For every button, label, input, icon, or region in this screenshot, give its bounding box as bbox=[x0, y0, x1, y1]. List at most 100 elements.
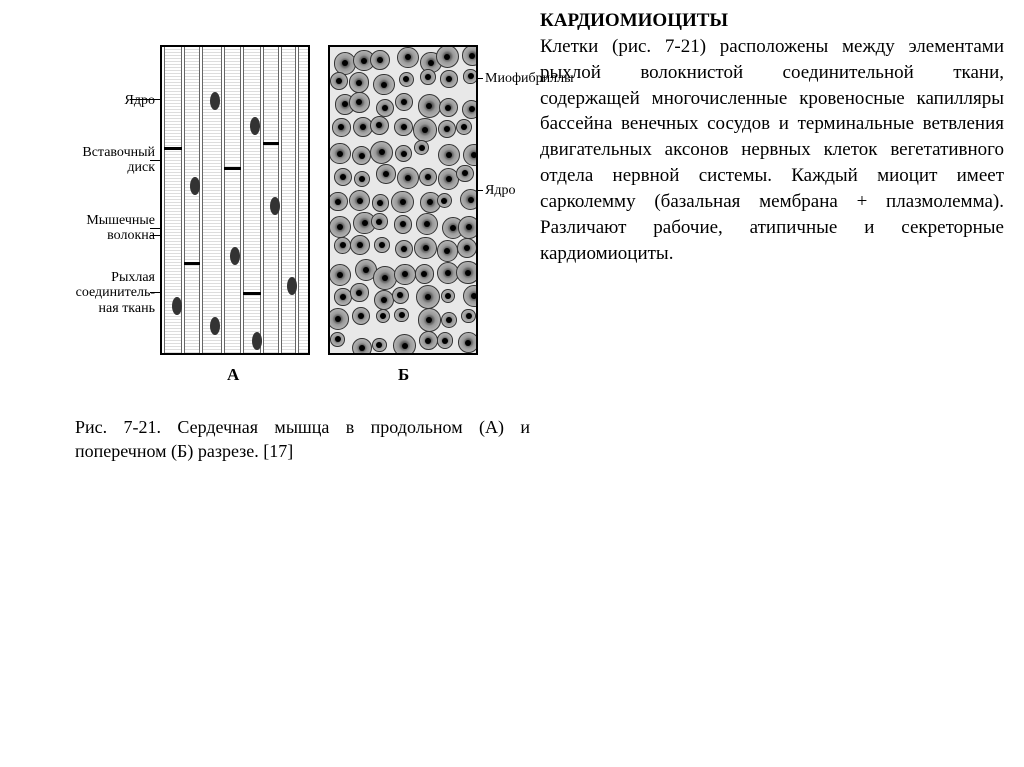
nucleus bbox=[342, 101, 348, 107]
nucleus bbox=[376, 219, 382, 225]
nucleus bbox=[450, 225, 456, 231]
cell-cross-section bbox=[419, 331, 438, 350]
nucleus bbox=[376, 122, 382, 128]
cell-cross-section bbox=[438, 144, 460, 166]
cell-cross-section bbox=[329, 143, 351, 165]
nucleus bbox=[471, 152, 477, 158]
cell-cross-section bbox=[328, 308, 349, 330]
nucleus bbox=[397, 292, 403, 298]
cell-cross-section bbox=[374, 290, 394, 310]
cell-cross-section bbox=[352, 146, 371, 165]
nucleus bbox=[444, 126, 450, 132]
nucleus bbox=[424, 221, 430, 227]
nucleus bbox=[340, 294, 346, 300]
cell-cross-section bbox=[440, 70, 457, 87]
nucleus bbox=[445, 270, 451, 276]
nucleus bbox=[428, 60, 434, 66]
nucleus bbox=[381, 297, 387, 303]
cell-cross-section bbox=[416, 213, 438, 235]
nucleus bbox=[446, 76, 452, 82]
nucleus bbox=[358, 313, 364, 319]
nucleus bbox=[382, 105, 388, 111]
nucleus bbox=[377, 57, 383, 63]
cell-cross-section bbox=[372, 338, 387, 353]
muscle-fiber bbox=[184, 47, 200, 353]
nucleus bbox=[337, 224, 343, 230]
nucleus bbox=[402, 271, 408, 277]
cell-cross-section bbox=[334, 288, 351, 305]
nucleus bbox=[401, 246, 407, 252]
nucleus bbox=[421, 271, 427, 277]
cell-cross-section bbox=[439, 98, 458, 117]
nucleus bbox=[465, 340, 471, 346]
muscle-fiber bbox=[298, 47, 310, 353]
nucleus bbox=[210, 92, 220, 110]
nucleus bbox=[338, 124, 344, 130]
panel-a-label: А bbox=[227, 365, 239, 385]
nucleus bbox=[356, 80, 362, 86]
nucleus bbox=[379, 149, 385, 155]
cell-cross-section bbox=[354, 171, 371, 188]
intercalated-disc bbox=[243, 292, 261, 295]
cell-cross-section bbox=[374, 237, 390, 253]
cell-cross-section bbox=[392, 287, 409, 304]
nucleus bbox=[445, 293, 451, 299]
cell-cross-section bbox=[334, 237, 351, 254]
cell-cross-section bbox=[463, 69, 477, 83]
nucleus bbox=[461, 124, 467, 130]
nucleus bbox=[337, 151, 343, 157]
nucleus bbox=[230, 247, 240, 265]
cell-cross-section bbox=[395, 93, 413, 111]
panel-a-longitudinal bbox=[160, 45, 310, 355]
nucleus bbox=[444, 248, 450, 254]
page-container: Ядро Вставочный диск Мышечные волокна Ры… bbox=[20, 10, 1004, 464]
nucleus bbox=[210, 317, 220, 335]
nucleus bbox=[419, 145, 425, 151]
nucleus bbox=[425, 294, 431, 300]
figure-caption: Рис. 7-21. Сердечная мышца в продольном … bbox=[20, 415, 530, 464]
nucleus bbox=[468, 197, 474, 203]
nucleus bbox=[361, 58, 367, 64]
nucleus bbox=[405, 175, 411, 181]
nucleus bbox=[426, 103, 432, 109]
nucleus bbox=[357, 242, 363, 248]
nucleus bbox=[426, 317, 432, 323]
cell-cross-section bbox=[352, 307, 370, 325]
cell-cross-section bbox=[458, 332, 478, 353]
nucleus bbox=[469, 53, 475, 59]
cell-cross-section bbox=[332, 118, 351, 137]
nucleus bbox=[340, 174, 346, 180]
label-tissue: Рыхлая соединитель- ная ткань bbox=[76, 270, 155, 316]
cell-cross-section bbox=[462, 45, 478, 66]
cell-cross-section bbox=[330, 72, 348, 90]
cell-cross-section bbox=[376, 99, 394, 117]
nucleus bbox=[381, 82, 387, 88]
nucleus bbox=[401, 99, 407, 105]
cell-cross-section bbox=[376, 309, 390, 323]
nucleus bbox=[362, 220, 368, 226]
cell-cross-section bbox=[372, 194, 390, 212]
cell-cross-section bbox=[328, 192, 347, 211]
cell-cross-section bbox=[416, 285, 440, 309]
nucleus bbox=[422, 127, 428, 133]
nucleus bbox=[360, 124, 366, 130]
nucleus bbox=[466, 224, 472, 230]
cell-cross-section bbox=[394, 215, 412, 233]
cell-cross-section bbox=[373, 74, 395, 96]
cell-cross-section bbox=[397, 47, 419, 69]
cell-cross-section bbox=[370, 141, 393, 164]
nucleus bbox=[401, 151, 407, 157]
nucleus bbox=[399, 312, 405, 318]
intercalated-disc bbox=[224, 167, 241, 170]
cell-cross-section bbox=[460, 189, 478, 210]
nucleus bbox=[379, 242, 385, 248]
nucleus bbox=[380, 313, 386, 319]
cell-cross-section bbox=[461, 309, 476, 324]
intercalated-disc bbox=[164, 147, 182, 150]
cell-cross-section bbox=[329, 216, 351, 238]
cell-cross-section bbox=[350, 235, 370, 255]
cell-cross-section bbox=[371, 213, 388, 230]
cell-cross-section bbox=[436, 45, 459, 68]
cell-cross-section bbox=[418, 94, 441, 117]
nucleus bbox=[359, 153, 365, 159]
